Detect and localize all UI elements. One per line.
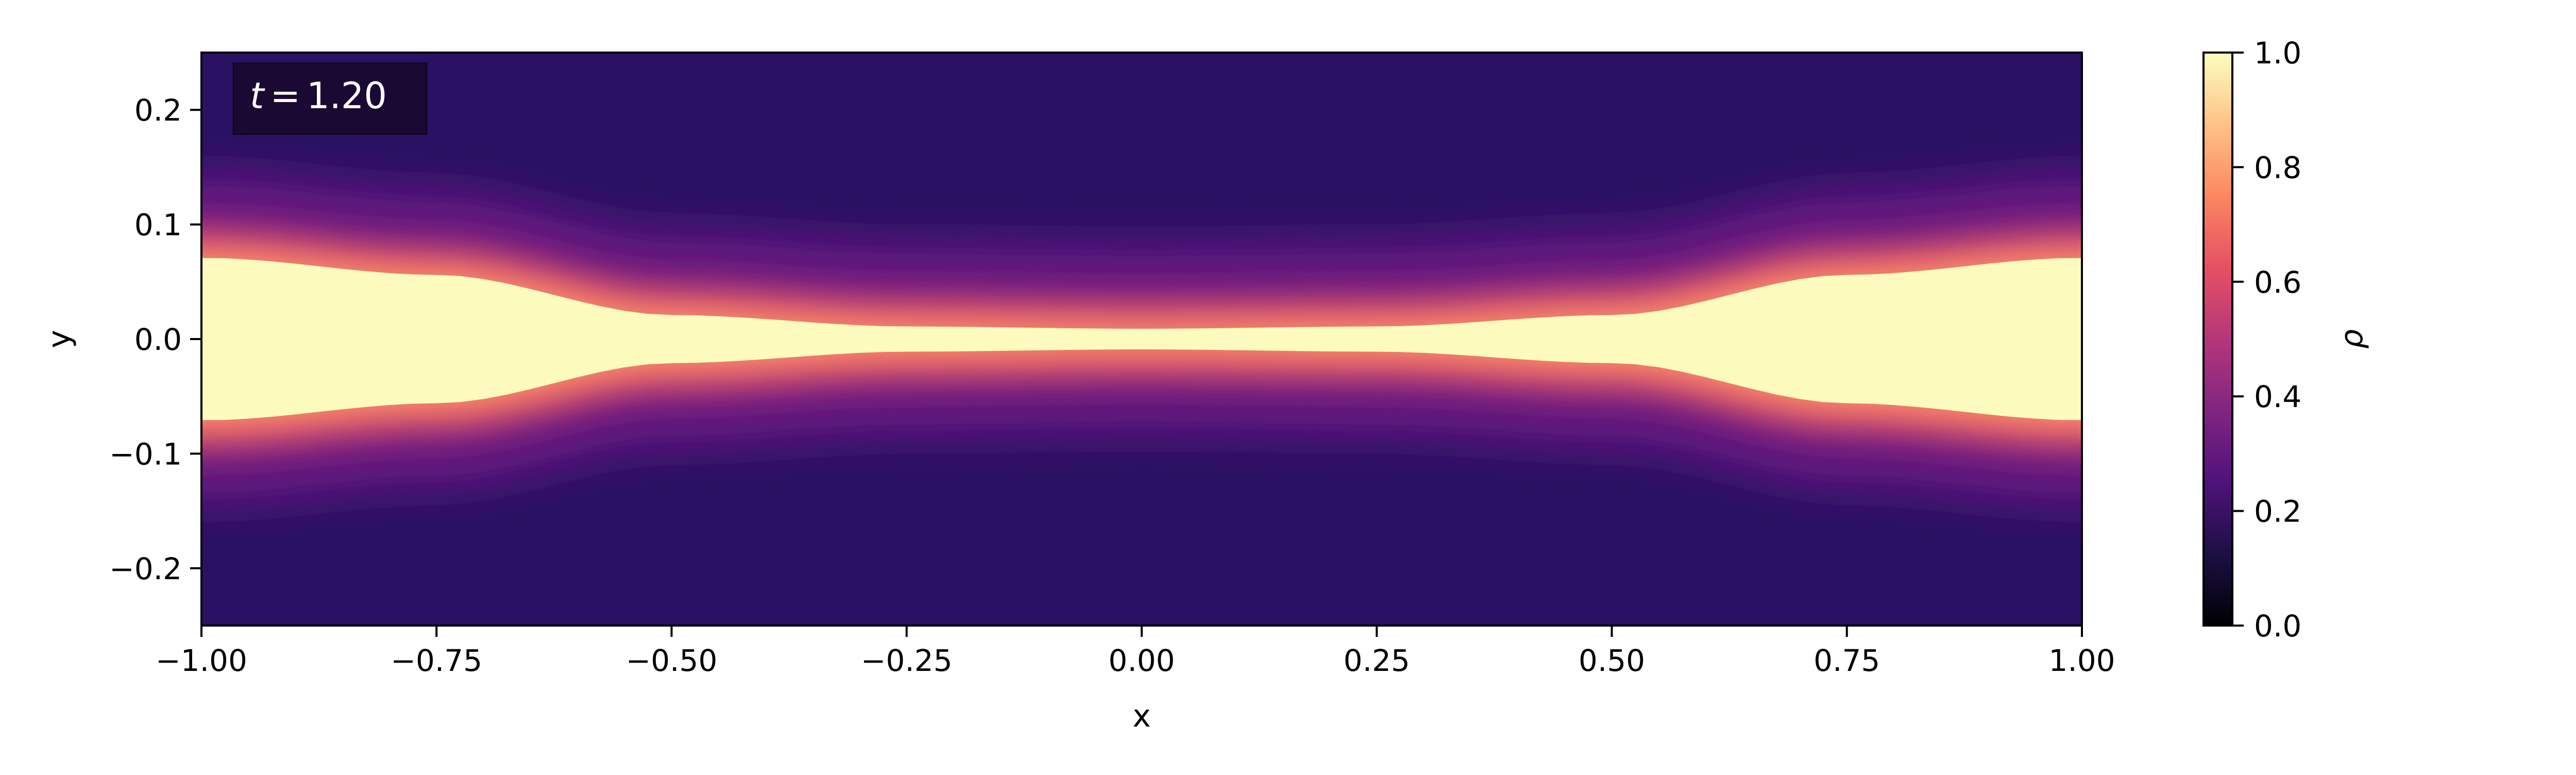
- density-field: [201, 167, 2082, 511]
- colorbar: 0.0 0.2 0.4 0.6 0.8 1.0 ρ: [2202, 36, 2370, 644]
- time-annotation-box: [232, 62, 428, 135]
- y-tick-label: 0.1: [134, 208, 182, 243]
- density-heatmap: [201, 53, 2082, 626]
- x-axis-label: x: [1132, 698, 1151, 734]
- y-tick-label: 0.0: [134, 322, 182, 357]
- y-tick-label: −0.1: [109, 436, 182, 471]
- colorbar-tick-label: 0.2: [2254, 494, 2301, 529]
- x-axis: −1.00 −0.75 −0.50 −0.25 0.00 0.25 0.50 0.75 1.00: [156, 626, 2115, 678]
- time-equals: =: [270, 75, 300, 117]
- x-tick-label: 1.00: [2048, 643, 2115, 678]
- colorbar-tick-label: 0.8: [2254, 150, 2301, 185]
- colorbar-tick-label: 0.6: [2254, 265, 2301, 300]
- x-tick-label: −0.25: [861, 643, 953, 678]
- x-tick-label: 0.25: [1344, 643, 1410, 678]
- colorbar-ticks: 0.0 0.2 0.4 0.6 0.8 1.0: [2232, 36, 2301, 644]
- colorbar-frame: [2202, 52, 2233, 627]
- y-axis-label: y: [41, 330, 77, 348]
- colorbar-tick-label: 0.4: [2254, 379, 2301, 414]
- x-tick-label: 0.50: [1579, 643, 1645, 678]
- colorbar-label: ρ: [2334, 329, 2370, 349]
- x-tick-label: −0.50: [626, 643, 718, 678]
- x-tick-label: −0.75: [391, 643, 482, 678]
- y-tick-label: 0.2: [134, 93, 182, 128]
- y-axis: 0.2 0.1 0.0 −0.1 −0.2: [109, 93, 201, 586]
- time-variable: t: [250, 75, 265, 117]
- y-tick-label: −0.2: [109, 551, 182, 586]
- colorbar-gradient: [2204, 53, 2232, 626]
- x-tick-label: 0.75: [1814, 643, 1880, 678]
- time-value: 1.20: [307, 75, 387, 117]
- x-tick-label: 0.00: [1108, 643, 1175, 678]
- colorbar-tick-label: 0.0: [2254, 609, 2301, 644]
- time-annotation: t = 1.20: [232, 62, 428, 135]
- x-tick-label: −1.00: [156, 643, 247, 678]
- time-annotation-text: t = 1.20: [250, 75, 387, 117]
- colorbar-tick-label: 1.0: [2254, 36, 2301, 71]
- density-band-dense-core: [201, 258, 2082, 420]
